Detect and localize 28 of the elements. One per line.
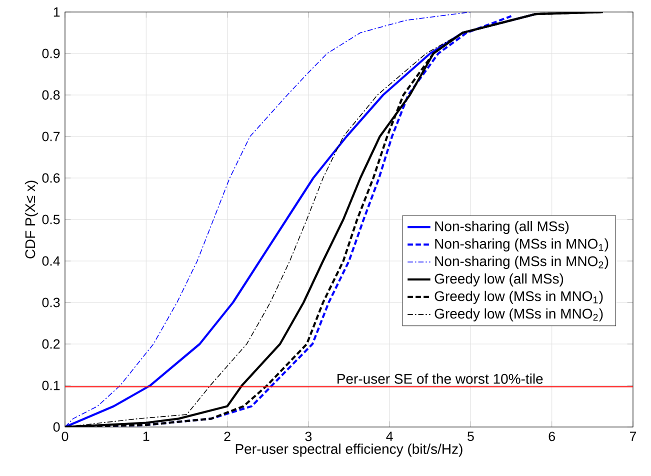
x-tick-label: 3: [305, 432, 312, 442]
y-tick-label: 0.8: [42, 90, 60, 100]
x-axis-title: Per-user spectral efficiency (bit/s/Hz): [236, 444, 462, 457]
y-tick-label: 0.9: [42, 48, 60, 58]
x-tick-label: 7: [630, 432, 636, 441]
y-tick-label: 0.3: [42, 298, 60, 308]
x-tick-label: 6: [548, 432, 555, 442]
y-tick-label: 0.7: [42, 132, 60, 142]
legend-label: Non-sharing (all MSs): [435, 220, 569, 234]
y-tick-label: 0.1: [42, 380, 60, 390]
y-tick-label: 1: [54, 7, 60, 17]
y-tick-label: 0.5: [42, 214, 60, 224]
y-tick-label: 0.4: [42, 256, 60, 266]
y-tick-label: 0.6: [42, 173, 60, 183]
y-axis-title: CDF P(X≤ x): [24, 180, 38, 258]
legend-label: Greedy low (MSs in MNO$_{1}$): [434, 290, 603, 304]
x-tick-label: 0: [62, 432, 68, 442]
legend-label: Non-sharing (MSs in MNO$_{2}$): [435, 256, 608, 269]
legend-label: Greedy low (MSs in MNO$_{2}$): [434, 308, 603, 322]
y-tick-label: 0: [53, 422, 60, 432]
legend-label: Non-sharing (MSs in MNO$_{1}$): [435, 238, 608, 252]
y-tick-label: 0.2: [42, 339, 60, 349]
legend-label: Greedy low (all MSs): [434, 273, 564, 286]
x-tick-label: 2: [224, 432, 230, 442]
x-tick-label: 5: [468, 432, 474, 442]
x-tick-label: 4: [386, 432, 393, 441]
ref-line-label: Per-user SE of the worst 10%-tile: [338, 374, 543, 384]
x-tick-label: 1: [143, 432, 150, 441]
